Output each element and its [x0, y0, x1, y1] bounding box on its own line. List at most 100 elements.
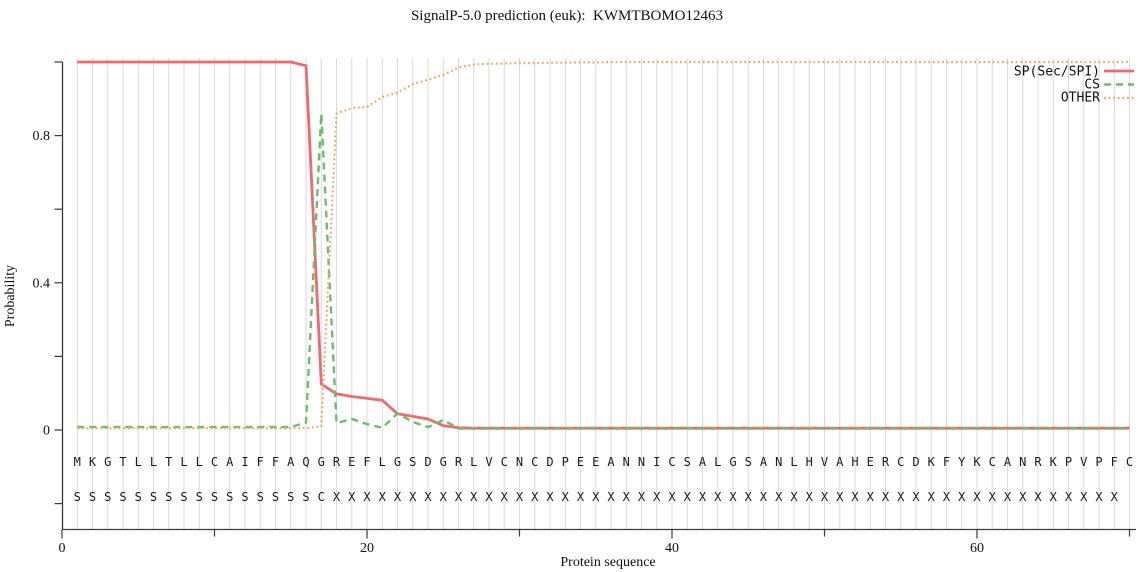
- residue-letter: P: [1065, 455, 1072, 469]
- annotation-letter: S: [89, 490, 96, 504]
- annotation-letter: X: [760, 490, 768, 504]
- residue-letter: A: [287, 455, 295, 469]
- annotation-letter: S: [150, 490, 157, 504]
- residue-letter: L: [379, 455, 386, 469]
- annotation-letter: X: [790, 490, 798, 504]
- annotation-letter: C: [318, 490, 325, 504]
- residue-letter: M: [74, 455, 81, 469]
- residue-letter: A: [1004, 455, 1012, 469]
- annotation-letter: X: [592, 490, 600, 504]
- legend-entry-cs: CS: [1084, 78, 1134, 93]
- residue-letter: F: [257, 455, 264, 469]
- residue-letter: D: [912, 455, 919, 469]
- annotation-letter: X: [1050, 490, 1058, 504]
- y-axis-label: Probability: [3, 265, 18, 327]
- residue-letter: H: [806, 455, 813, 469]
- annotation-letter: X: [897, 490, 905, 504]
- residue-letter: I: [241, 455, 248, 469]
- annotation-letter: X: [1111, 490, 1119, 504]
- residue-letter: K: [928, 455, 936, 469]
- residue-letter: L: [180, 455, 187, 469]
- annotation-letter: X: [531, 490, 539, 504]
- residue-letter: A: [699, 455, 707, 469]
- residue-letter: A: [226, 455, 234, 469]
- residue-letter: E: [348, 455, 355, 469]
- annotation-letter: X: [577, 490, 585, 504]
- annotation-letter: S: [211, 490, 218, 504]
- legend-entry-sp: SP(Sec/SPI): [1014, 65, 1134, 80]
- residue-letter: G: [440, 455, 447, 469]
- residue-letter: K: [1050, 455, 1058, 469]
- residue-letter: L: [135, 455, 142, 469]
- annotation-letter: S: [104, 490, 111, 504]
- grid: [76, 58, 1130, 530]
- annotation-letter: X: [546, 490, 554, 504]
- residue-letter: F: [272, 455, 279, 469]
- residue-letter: L: [150, 455, 157, 469]
- annotation-letter: X: [699, 490, 707, 504]
- residue-letter: G: [318, 455, 325, 469]
- residue-letter: A: [607, 455, 615, 469]
- chart-title: SignalP-5.0 prediction (euk): KWMTBOMO12…: [411, 8, 723, 24]
- x-tick-label: 60: [970, 541, 984, 556]
- annotation-letter: X: [836, 490, 844, 504]
- annotation-letter: S: [287, 490, 294, 504]
- annotation-letter: X: [440, 490, 448, 504]
- residue-letter: N: [1019, 455, 1026, 469]
- residue-letter: C: [501, 455, 508, 469]
- residue-letter: D: [424, 455, 431, 469]
- residue-letter: L: [790, 455, 797, 469]
- x-tick-label: 20: [360, 541, 374, 556]
- residue-letter: V: [821, 455, 828, 469]
- residue-letter: F: [1111, 455, 1118, 469]
- annotation-letter: S: [119, 490, 126, 504]
- annotation-letter: X: [867, 490, 875, 504]
- y-tick-label: 0: [43, 424, 50, 439]
- residue-letter: N: [623, 455, 630, 469]
- legend-label-cs: CS: [1084, 78, 1100, 93]
- residue-letter: D: [546, 455, 553, 469]
- annotation-letter: X: [501, 490, 509, 504]
- residue-letter: Q: [302, 455, 309, 469]
- annotation-letter: S: [257, 490, 264, 504]
- residue-letter: G: [394, 455, 401, 469]
- annotation-letter: X: [516, 490, 524, 504]
- annotation-letter: X: [562, 490, 570, 504]
- residue-letter: C: [897, 455, 904, 469]
- annotation-letter: X: [745, 490, 753, 504]
- residue-letter: A: [760, 455, 768, 469]
- residue-letter: Y: [958, 455, 966, 469]
- annotation-letter: X: [470, 490, 478, 504]
- residue-letter: P: [1095, 455, 1102, 469]
- annotation-letter: X: [1095, 490, 1103, 504]
- residue-letter: L: [196, 455, 203, 469]
- residue-letter: A: [836, 455, 844, 469]
- residue-letter: E: [867, 455, 874, 469]
- annotation-letter: X: [1019, 490, 1027, 504]
- series-line-other: [77, 60, 1130, 430]
- annotation-letter: S: [135, 490, 142, 504]
- annotation-letter: X: [394, 490, 402, 504]
- residue-letter: T: [165, 455, 172, 469]
- annotation-letter: S: [180, 490, 187, 504]
- residue-letter: V: [1080, 455, 1087, 469]
- residue-letter: G: [729, 455, 736, 469]
- legend-entry-other: OTHER: [1061, 91, 1134, 106]
- annotation-letter: X: [668, 490, 676, 504]
- residue-letter: N: [775, 455, 782, 469]
- residue-letter: L: [470, 455, 477, 469]
- series-line-cs: [77, 112, 1130, 430]
- residue-letter: R: [455, 455, 463, 469]
- residue-letter: E: [577, 455, 584, 469]
- annotation-letter: X: [623, 490, 631, 504]
- annotation-letter: X: [806, 490, 814, 504]
- annotation-letter: S: [196, 490, 203, 504]
- residue-letter: N: [516, 455, 523, 469]
- annotation-letter: X: [912, 490, 920, 504]
- annotation-letter: X: [1004, 490, 1012, 504]
- residue-letter: L: [714, 455, 721, 469]
- residue-letter: T: [119, 455, 126, 469]
- x-tick-label: 40: [665, 541, 679, 556]
